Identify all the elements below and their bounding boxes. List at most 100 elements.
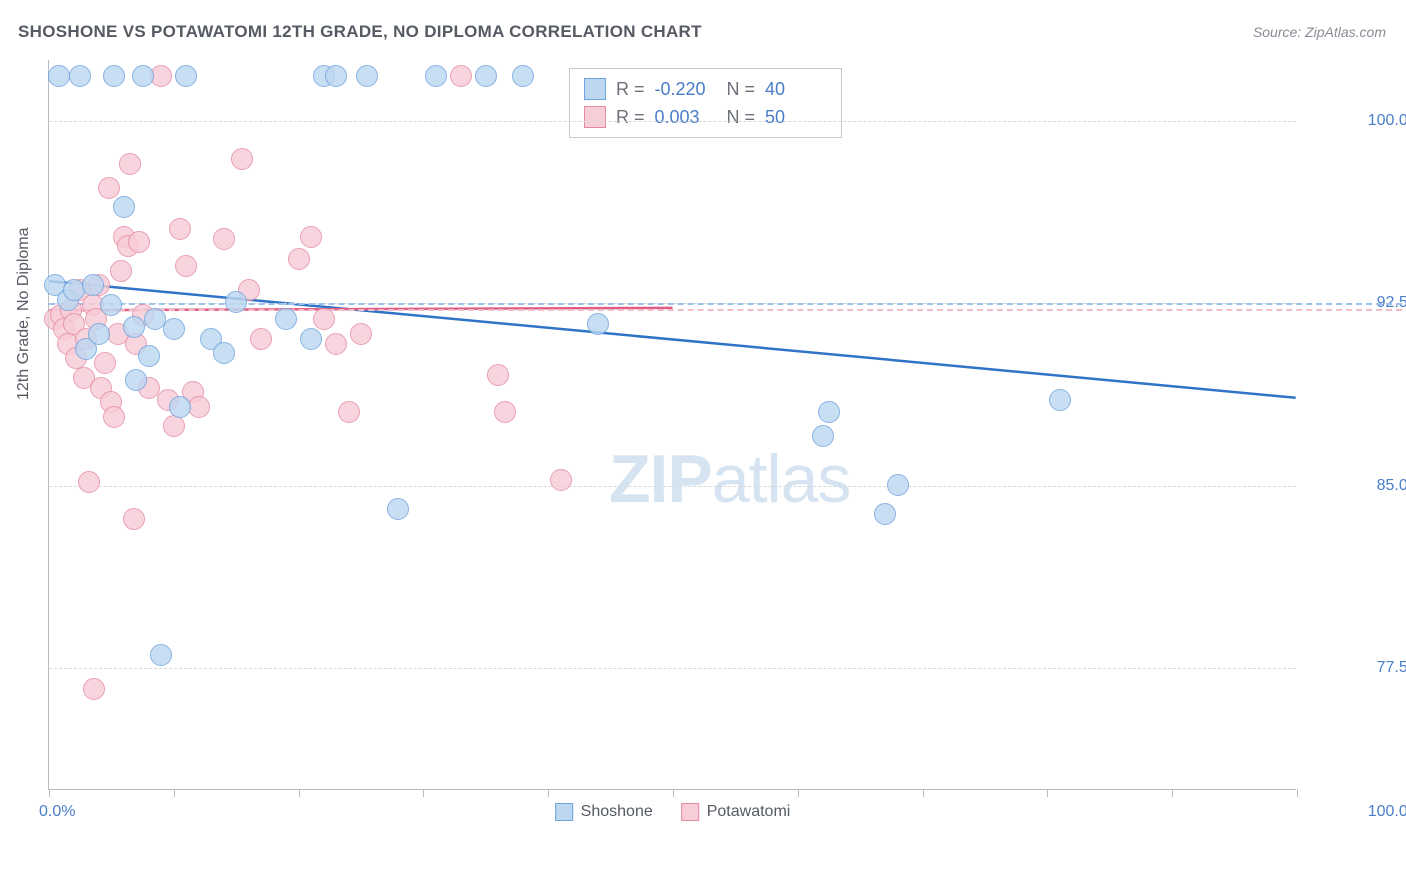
- series-legend: Shoshone Potawatomi: [555, 803, 791, 821]
- data-point: [128, 231, 150, 253]
- data-point: [288, 248, 310, 270]
- data-point: [313, 308, 335, 330]
- data-point: [163, 318, 185, 340]
- gridline: [49, 486, 1296, 487]
- data-point: [169, 396, 191, 418]
- stat-r-value: 0.003: [655, 103, 717, 131]
- x-tick: [174, 789, 175, 797]
- data-point: [356, 65, 378, 87]
- data-point: [325, 333, 347, 355]
- stat-n-value: 40: [765, 75, 827, 103]
- data-point: [338, 401, 360, 423]
- data-point: [48, 65, 70, 87]
- data-point: [175, 255, 197, 277]
- data-point: [225, 291, 247, 313]
- gridline: [49, 121, 1296, 122]
- x-tick: [49, 789, 50, 797]
- data-point: [150, 65, 172, 87]
- data-point: [250, 328, 272, 350]
- x-tick: [299, 789, 300, 797]
- data-point: [587, 313, 609, 335]
- x-tick: [1172, 789, 1173, 797]
- data-point: [123, 316, 145, 338]
- x-tick: [1297, 789, 1298, 797]
- x-axis-min-label: 0.0%: [39, 803, 75, 821]
- legend-swatch: [584, 106, 606, 128]
- data-point: [475, 65, 497, 87]
- x-axis-max-label: 100.0%: [1368, 803, 1406, 821]
- data-point: [175, 65, 197, 87]
- data-point: [874, 503, 896, 525]
- data-point: [387, 498, 409, 520]
- data-point: [1049, 389, 1071, 411]
- data-point: [82, 274, 104, 296]
- data-point: [512, 65, 534, 87]
- data-point: [325, 65, 347, 87]
- data-point: [98, 177, 120, 199]
- data-point: [169, 218, 191, 240]
- data-point: [103, 65, 125, 87]
- legend-swatch: [584, 78, 606, 100]
- y-axis-title: 12th Grade, No Diploma: [15, 227, 33, 400]
- trend-crossline: [49, 309, 1406, 311]
- data-point: [231, 148, 253, 170]
- data-point: [450, 65, 472, 87]
- x-tick: [673, 789, 674, 797]
- stat-r-label: R =: [616, 75, 645, 103]
- stats-legend-box: R = -0.220 N = 40 R = 0.003 N = 50: [569, 68, 842, 138]
- legend-swatch: [555, 803, 573, 821]
- y-tick-label: 85.0%: [1377, 477, 1406, 495]
- data-point: [812, 425, 834, 447]
- data-point: [94, 352, 116, 374]
- chart-svg: [49, 60, 1296, 789]
- data-point: [350, 323, 372, 345]
- stats-legend-row: R = -0.220 N = 40: [584, 75, 827, 103]
- data-point: [123, 508, 145, 530]
- x-tick: [1047, 789, 1048, 797]
- data-point: [110, 260, 132, 282]
- stats-legend-row: R = 0.003 N = 50: [584, 103, 827, 131]
- legend-label: Shoshone: [581, 803, 653, 821]
- stat-n-label: N =: [727, 103, 756, 131]
- stat-r-label: R =: [616, 103, 645, 131]
- data-point: [818, 401, 840, 423]
- data-point: [550, 469, 572, 491]
- y-tick-label: 100.0%: [1368, 112, 1406, 130]
- data-point: [88, 323, 110, 345]
- stat-r-value: -0.220: [655, 75, 717, 103]
- chart-title: SHOSHONE VS POTAWATOMI 12TH GRADE, NO DI…: [18, 22, 702, 42]
- data-point: [132, 65, 154, 87]
- x-tick: [548, 789, 549, 797]
- data-point: [494, 401, 516, 423]
- data-point: [887, 474, 909, 496]
- data-point: [425, 65, 447, 87]
- data-point: [113, 196, 135, 218]
- x-tick: [923, 789, 924, 797]
- data-point: [487, 364, 509, 386]
- x-tick: [423, 789, 424, 797]
- y-tick-label: 77.5%: [1377, 659, 1406, 677]
- watermark-zip: ZIP: [609, 441, 712, 517]
- data-point: [125, 369, 147, 391]
- legend-swatch: [681, 803, 699, 821]
- x-tick: [798, 789, 799, 797]
- data-point: [300, 328, 322, 350]
- data-point: [83, 678, 105, 700]
- watermark-atlas: atlas: [712, 441, 851, 517]
- legend-item: Potawatomi: [681, 803, 791, 821]
- data-point: [275, 308, 297, 330]
- data-point: [213, 228, 235, 250]
- stat-n-value: 50: [765, 103, 827, 131]
- legend-label: Potawatomi: [707, 803, 791, 821]
- data-point: [213, 342, 235, 364]
- data-point: [78, 471, 100, 493]
- data-point: [138, 345, 160, 367]
- legend-item: Shoshone: [555, 803, 653, 821]
- stat-n-label: N =: [727, 75, 756, 103]
- watermark: ZIPatlas: [609, 440, 850, 518]
- data-point: [69, 65, 91, 87]
- gridline: [49, 668, 1296, 669]
- data-point: [300, 226, 322, 248]
- data-point: [100, 294, 122, 316]
- data-point: [103, 406, 125, 428]
